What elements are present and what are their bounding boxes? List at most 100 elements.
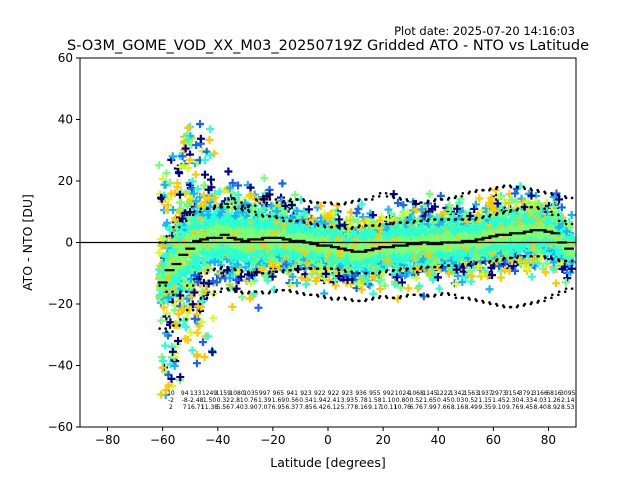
count-label: 923 (342, 390, 354, 397)
percentile-dot (502, 184, 506, 187)
percentile-dot (544, 256, 547, 260)
percentile-dot (274, 198, 278, 201)
percentile-dot (199, 296, 203, 300)
count-label: 7.07 (258, 404, 272, 411)
percentile-dot (316, 295, 320, 298)
percentile-dot (537, 255, 540, 258)
percentile-dot (468, 190, 471, 194)
percentile-dot (179, 290, 182, 294)
count-label: 1.50 (203, 397, 217, 404)
count-label: 1.39 (258, 397, 272, 404)
count-label: 922 (328, 390, 340, 397)
percentile-dot (509, 256, 513, 260)
percentile-dot (551, 258, 554, 261)
x-tick-label: 20 (375, 433, 390, 447)
percentile-dot (570, 259, 574, 263)
percentile-dot (399, 295, 403, 298)
count-label: 8.53 (561, 404, 575, 411)
data-point (268, 272, 277, 281)
data-point (211, 193, 220, 202)
data-point (164, 381, 173, 390)
data-point (170, 361, 179, 370)
percentile-dot (206, 268, 210, 272)
data-point (180, 316, 189, 325)
data-point (200, 170, 209, 179)
percentile-dot (198, 302, 202, 306)
data-point (207, 175, 216, 184)
percentile-dot (254, 271, 258, 275)
count-label: 8.92 (547, 404, 561, 411)
count-label: -8 (182, 397, 188, 404)
count-label: 0.45 (437, 397, 451, 404)
percentile-dot (544, 192, 547, 195)
percentile-dot (557, 293, 560, 297)
percentile-dot (454, 218, 458, 221)
data-point (183, 223, 192, 232)
percentile-dot (289, 219, 292, 223)
percentile-dot (570, 222, 574, 226)
data-point (175, 169, 184, 178)
x-tick-label: −20 (260, 433, 285, 447)
data-point (179, 161, 188, 170)
percentile-dot (254, 213, 258, 217)
data-point (175, 190, 184, 199)
data-point (170, 306, 179, 315)
data-point (278, 179, 287, 188)
percentile-dot (523, 187, 527, 190)
count-label: 2.41 (327, 397, 341, 404)
data-point (176, 373, 185, 382)
count-label: 1.58 (368, 397, 382, 404)
percentile-dot (537, 299, 540, 303)
percentile-dot (365, 198, 368, 201)
data-point (155, 161, 164, 170)
count-label: 1.10 (382, 397, 396, 404)
data-point (190, 271, 199, 280)
percentile-dot (563, 219, 567, 223)
percentile-dot (475, 299, 478, 303)
data-point (163, 309, 172, 318)
percentile-dot (406, 221, 409, 224)
data-point (159, 356, 168, 365)
percentile-dot (226, 202, 229, 206)
data-point (241, 199, 250, 208)
count-label: 6.37 (285, 404, 299, 411)
y-tick-label: −20 (48, 297, 73, 311)
percentile-dot (316, 201, 320, 204)
percentile-dot (165, 330, 168, 333)
data-point (187, 292, 196, 301)
percentile-dot (323, 296, 327, 300)
percentile-dot (261, 195, 265, 198)
data-point (196, 134, 205, 143)
data-point (263, 276, 272, 285)
percentile-dot (427, 265, 430, 269)
percentile-dot (413, 219, 416, 223)
count-label: -2.48 (188, 397, 204, 404)
percentile-dot (358, 224, 361, 227)
percentile-dot (420, 201, 423, 204)
count-label: 965 (273, 390, 285, 397)
percentile-dot (475, 188, 478, 192)
data-point (208, 348, 217, 357)
count-label: 941 (286, 390, 298, 397)
data-point (175, 271, 184, 280)
percentile-dot (261, 291, 265, 295)
count-label: 1.45 (492, 397, 506, 404)
percentile-dot (316, 267, 320, 270)
data-point (247, 191, 256, 200)
data-point (199, 257, 208, 266)
percentile-dot (185, 213, 189, 217)
percentile-dot (468, 262, 471, 266)
percentile-dot (199, 271, 203, 275)
percentile-dot (447, 196, 451, 200)
data-point (265, 258, 274, 267)
data-point (190, 288, 199, 297)
data-point (210, 257, 219, 266)
data-point (184, 135, 193, 144)
data-point (224, 167, 233, 176)
percentile-dot (371, 271, 375, 275)
percentile-dot (551, 213, 554, 217)
percentile-dot (227, 198, 230, 201)
percentile-dot (316, 224, 320, 227)
percentile-dot (557, 213, 560, 217)
percentile-dot (282, 288, 285, 292)
